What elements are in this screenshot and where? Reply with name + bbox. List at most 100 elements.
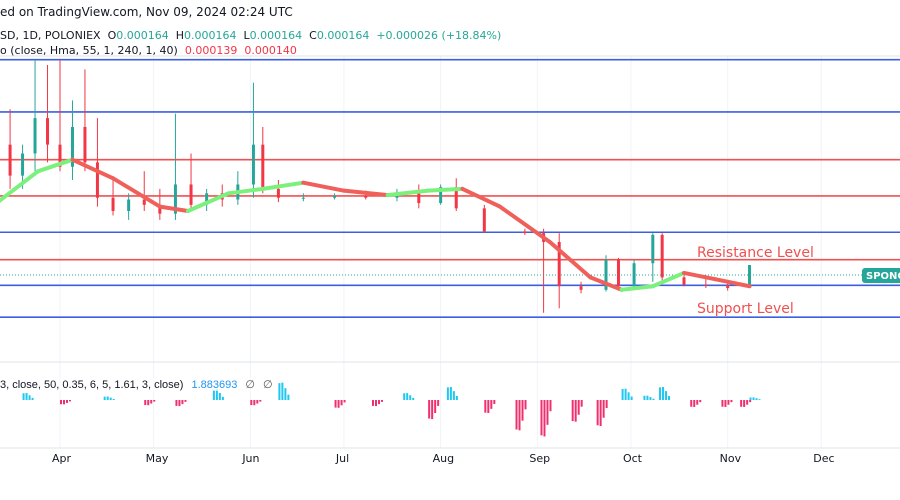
oscillator-bar [278,383,281,400]
hma-segment [588,275,624,292]
oscillator-params[interactable]: 3, close, 50, 0.35, 6, 5, 1.61, 3, close… [0,379,184,391]
oscillator-bar [596,400,599,426]
oscillator-bar [602,400,605,418]
oscillator-bar [752,397,755,400]
oscillator-bar [181,400,184,405]
oscillator-bar [749,400,752,403]
candle-body [83,126,87,163]
candle-body [616,259,620,287]
oscillator-bar [66,400,68,403]
candle-body [205,193,209,205]
high-value: 0.000164 [184,29,237,42]
indicator-legend: o (close, Hma, 55, 1, 240, 1, 40) 0.0001… [0,44,297,57]
oscillator-bar [253,400,256,406]
oscillator-bar [746,400,749,405]
indicator-value-2: 0.000140 [244,44,297,57]
low-label: L [243,29,250,42]
oscillator-bar [412,397,415,400]
oscillator-histogram [22,382,761,437]
oscillator-bar [577,400,580,415]
oscillator-bar [515,400,518,430]
support-label: Support Level [697,301,794,317]
candle-body [8,144,12,176]
hma-segment [301,180,346,193]
candle-body [58,144,62,167]
oscillator-bar [659,387,662,400]
hma-segment [0,169,41,203]
oscillator-bar [627,392,630,400]
oscillator-bar [521,400,524,421]
hma-segment [385,188,431,198]
oscillator-bar [665,391,668,400]
oscillator-bar [287,394,290,400]
candle-body [46,118,50,145]
x-tick-label: Sep [529,452,550,465]
oscillator-bar [28,395,31,400]
x-tick-label: Dec [813,452,834,465]
oscillator-bar [63,400,65,405]
hma-segment [682,270,718,282]
resistance-label: Resistance Level [697,245,814,261]
oscillator-bar [334,400,337,408]
change-value: +0.000026 (+18.84%) [376,29,502,42]
oscillator-bar [749,397,752,400]
hma-segment [341,188,390,198]
oscillator-bar [175,400,178,406]
oscillator-bar [571,400,574,422]
candle-body [482,208,486,232]
open-label: O [107,29,117,42]
oscillator-bar [218,392,221,400]
ohlc-legend: SD, 1D, POLONIEX O0.000164 H0.000164 L0.… [0,29,501,42]
oscillator-bar [493,400,496,405]
symbol[interactable]: SD, 1D, POLONIEX [0,29,101,42]
oscillator-bar [221,396,224,400]
oscillator-bar [428,400,431,419]
oscillator-bar [574,400,577,422]
oscillator-bar [184,400,187,402]
oscillator-bar [106,396,109,400]
oscillator-bar [337,400,340,408]
indicator-value-1: 0.000139 [184,44,238,57]
candle-body [158,204,162,214]
oscillator-bar [381,400,383,402]
oscillator-bar [150,400,153,404]
candle-body [439,187,443,204]
indicator-params[interactable]: o (close, Hma, 55, 1, 240, 1, 40) [0,44,178,57]
x-tick-label: Aug [433,452,454,465]
x-tick-label: Jun [241,452,259,465]
candle-body [417,192,421,204]
candle-body [632,263,636,287]
oscillator-bar [690,400,693,407]
oscillator-bar [696,400,699,405]
oscillator-bar [484,400,487,413]
oscillator-bar [487,400,490,414]
hma-segment [185,191,231,214]
oscillator-bar [144,400,147,406]
oscillator-bar [69,400,71,402]
oscillator-bar [630,396,633,400]
oscillator-bar [662,386,665,400]
oscillator-bar [31,397,34,400]
oscillator-bar [699,400,702,403]
candle-body [364,195,368,198]
oscillator-na-2: ∅ [262,379,273,391]
oscillator-bar [668,395,671,400]
x-tick-label: Oct [623,452,643,465]
candle-body [70,126,74,167]
oscillator-bar [652,398,655,400]
oscillator-value: 1.883693 [191,379,238,391]
oscillator-bar [256,400,259,404]
grid [0,56,900,448]
oscillator-bar [340,400,343,406]
candle-body [142,199,146,205]
close-value: 0.000164 [316,29,370,42]
oscillator-bar [343,400,346,403]
candle-body [604,259,608,290]
oscillator-bar [215,389,218,400]
oscillator-bar [372,400,374,406]
close-label: C [309,29,317,42]
oscillator-bar [22,393,25,400]
price-tag: SPONG [866,271,900,282]
candle-body [33,118,37,154]
